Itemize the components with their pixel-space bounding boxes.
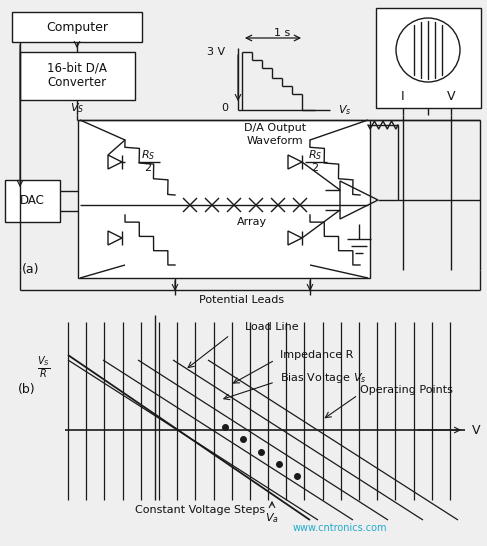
- Bar: [12, 12, 142, 42]
- Text: $V_a$: $V_a$: [265, 511, 279, 525]
- Text: (b): (b): [18, 383, 36, 396]
- Text: Load Line: Load Line: [245, 322, 299, 332]
- Text: DAC: DAC: [19, 194, 44, 207]
- Text: D/A Output: D/A Output: [244, 123, 306, 133]
- Text: Constant Voltage Steps: Constant Voltage Steps: [135, 505, 265, 515]
- Text: Waveform: Waveform: [247, 136, 303, 146]
- Text: 0: 0: [221, 103, 228, 113]
- Text: 16-bit D/A: 16-bit D/A: [47, 62, 107, 74]
- Text: Operating Points: Operating Points: [360, 385, 453, 395]
- Text: Converter: Converter: [47, 76, 107, 90]
- Bar: [20, 52, 135, 100]
- Text: Potential Leads: Potential Leads: [200, 295, 284, 305]
- Text: $V_s$: $V_s$: [338, 103, 352, 117]
- Text: I: I: [401, 90, 405, 103]
- Text: 2: 2: [145, 163, 151, 173]
- Text: www.cntronics.com: www.cntronics.com: [293, 523, 387, 533]
- Text: 3 V: 3 V: [207, 47, 225, 57]
- Bar: [376, 8, 481, 108]
- Text: V: V: [447, 90, 455, 103]
- Text: (a): (a): [22, 264, 39, 276]
- Text: $V_S$: $V_S$: [70, 101, 84, 115]
- Text: Array: Array: [237, 217, 267, 227]
- Text: $R_S$: $R_S$: [308, 148, 322, 162]
- Text: $\frac{V_S}{R}$: $\frac{V_S}{R}$: [37, 355, 50, 381]
- Text: Bias Voltage $V_s$: Bias Voltage $V_s$: [280, 371, 367, 385]
- Text: V: V: [472, 424, 481, 436]
- Text: Impedance R: Impedance R: [280, 350, 354, 360]
- Bar: [78, 120, 370, 278]
- Bar: [5, 180, 60, 222]
- Text: $R_S$: $R_S$: [141, 148, 155, 162]
- Text: 1 s: 1 s: [274, 28, 290, 38]
- Text: Computer: Computer: [46, 21, 108, 33]
- Text: 2: 2: [312, 163, 318, 173]
